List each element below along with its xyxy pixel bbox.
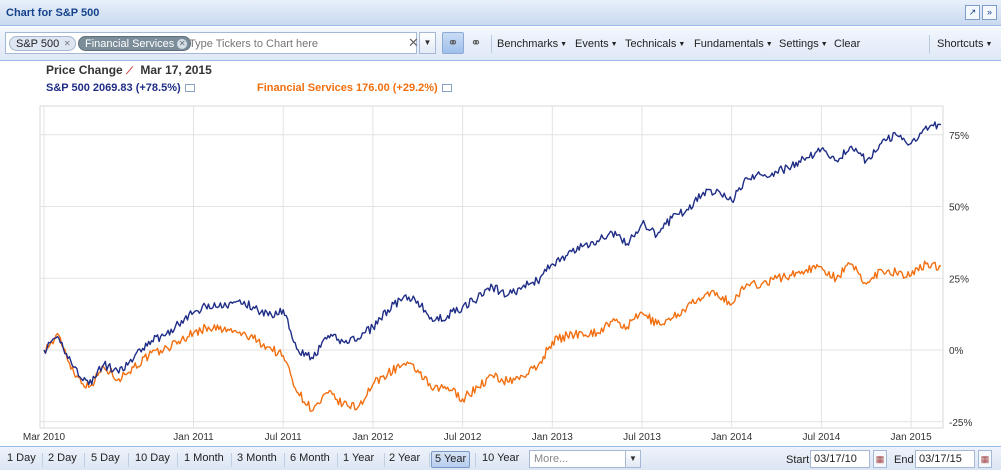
more-ranges-label: More...: [534, 453, 569, 465]
menu-shortcuts[interactable]: Shortcuts ▼: [937, 38, 993, 50]
range-bar: 1 Day 2 Day 5 Day 10 Day 1 Month 3 Month…: [0, 446, 1001, 470]
more-ranges-select[interactable]: More... ▼: [529, 450, 641, 468]
price-chart[interactable]: 75% 50% 25% 0% -25% Mar 2010 Jan 2011 Jul 2011 J…: [0, 61, 1001, 446]
range-1-year[interactable]: 1 Year: [343, 452, 375, 464]
end-date-field[interactable]: 03/17/15: [915, 450, 975, 468]
y-tick-label: 0%: [949, 346, 964, 357]
range-3-month[interactable]: 3 Month: [237, 452, 277, 464]
window-titlebar: Chart for S&P 500 ↗ »: [0, 0, 1001, 26]
menu-label: Settings: [779, 38, 819, 50]
price-change-date: Mar 17, 2015: [140, 63, 212, 77]
range-5-year[interactable]: 5 Year: [431, 451, 471, 468]
range-10-year[interactable]: 10 Year: [482, 452, 520, 464]
chevron-down-icon[interactable]: ▼: [625, 451, 640, 467]
menu-clear[interactable]: Clear: [834, 38, 860, 50]
toolbar-divider: [491, 35, 492, 53]
x-tick-label: Jul 2012: [444, 432, 482, 443]
range-10-day[interactable]: 10 Day: [135, 452, 170, 464]
x-tick-label: Jul 2011: [265, 432, 303, 443]
y-tick-label: 50%: [949, 203, 969, 214]
price-change-header: Price Change ⟋ Mar 17, 2015: [46, 63, 212, 77]
mini-chart-icon[interactable]: [184, 84, 195, 92]
start-date-label: Start: [786, 454, 810, 466]
range-6-month[interactable]: 6 Month: [290, 452, 330, 464]
ticker-input[interactable]: [189, 36, 399, 51]
range-divider: [128, 453, 129, 467]
x-tick-label: Jul 2013: [623, 432, 661, 443]
popout-icon[interactable]: ↗: [965, 5, 980, 20]
calendar-icon[interactable]: ▦: [873, 450, 887, 468]
range-divider: [42, 453, 43, 467]
range-2-year[interactable]: 2 Year: [389, 452, 421, 464]
legend-sp500: S&P 500 2069.83 (+78.5%): [46, 82, 195, 94]
ticker-box[interactable]: S&P 500 ✕ Financial Services ✕ ✕: [5, 32, 419, 54]
range-divider: [284, 453, 285, 467]
range-divider: [84, 453, 85, 467]
plot-area: [39, 105, 944, 429]
link-icon[interactable]: ⚭: [442, 32, 464, 54]
menu-label: Clear: [834, 38, 861, 50]
range-1-day[interactable]: 1 Day: [7, 452, 36, 464]
menu-events[interactable]: Events ▼: [575, 38, 618, 50]
ticker-chip-financial[interactable]: Financial Services ✕: [78, 36, 192, 51]
menu-settings[interactable]: Settings ▼: [779, 38, 828, 50]
calendar-icon[interactable]: ▦: [978, 450, 992, 468]
remove-chip-icon[interactable]: ✕: [63, 39, 71, 48]
toolbar-divider: [929, 35, 930, 53]
collapse-icon[interactable]: »: [982, 5, 997, 20]
range-5-day[interactable]: 5 Day: [91, 452, 120, 464]
range-divider: [429, 453, 430, 467]
mini-chart-icon[interactable]: [441, 84, 452, 92]
chart-type-icon[interactable]: ⟋: [126, 66, 134, 77]
menu-label: Technicals: [625, 38, 677, 50]
x-tick-label: Jul 2014: [802, 432, 840, 443]
x-tick-label: Jan 2015: [891, 432, 933, 443]
x-tick-label: Jan 2012: [352, 432, 394, 443]
x-tick-label: Mar 2010: [23, 432, 66, 443]
range-divider: [231, 453, 232, 467]
menu-fundamentals[interactable]: Fundamentals ▼: [694, 38, 773, 50]
legend-financial-text: Financial Services 176.00 (+29.2%): [257, 82, 438, 94]
range-divider: [177, 453, 178, 467]
remove-chip-icon[interactable]: ✕: [177, 39, 188, 49]
y-tick-label: 25%: [949, 274, 969, 285]
legend-financial: Financial Services 176.00 (+29.2%): [257, 82, 452, 94]
clear-input-icon[interactable]: ✕: [408, 35, 419, 50]
x-tick-label: Jan 2014: [711, 432, 753, 443]
ticker-chip-sp500[interactable]: S&P 500 ✕: [9, 36, 77, 51]
end-date-label: End: [894, 454, 914, 466]
range-divider: [384, 453, 385, 467]
range-divider: [475, 453, 476, 467]
range-divider: [337, 453, 338, 467]
menu-technicals[interactable]: Technicals ▼: [625, 38, 686, 50]
x-tick-label: Jan 2013: [532, 432, 574, 443]
start-date-field[interactable]: 03/17/10: [810, 450, 870, 468]
series-line-s-p-500: [43, 121, 942, 386]
menu-label: Shortcuts: [937, 38, 984, 50]
range-1-month[interactable]: 1 Month: [184, 452, 224, 464]
y-tick-label: -25%: [949, 418, 972, 429]
price-change-label: Price Change: [46, 63, 123, 77]
y-tick-label: 75%: [949, 131, 969, 142]
menu-label: Events: [575, 38, 609, 50]
unlink-icon[interactable]: ⚭: [470, 35, 482, 50]
x-tick-label: Jan 2011: [173, 432, 214, 443]
ticker-chip-label: Financial Services: [85, 38, 175, 50]
menu-benchmarks[interactable]: Benchmarks ▼: [497, 38, 568, 50]
chart-toolbar: S&P 500 ✕ Financial Services ✕ ✕ ▼ ⚭ ⚭ B…: [0, 27, 1001, 61]
ticker-chip-label: S&P 500: [16, 38, 60, 50]
menu-label: Fundamentals: [694, 38, 764, 50]
series-line-financial-services: [43, 260, 942, 412]
menu-label: Benchmarks: [497, 38, 559, 50]
legend-sp500-text: S&P 500 2069.83 (+78.5%): [46, 82, 181, 94]
window-title: Chart for S&P 500: [6, 7, 100, 19]
range-2-day[interactable]: 2 Day: [48, 452, 77, 464]
ticker-dropdown-button[interactable]: ▼: [419, 32, 436, 54]
